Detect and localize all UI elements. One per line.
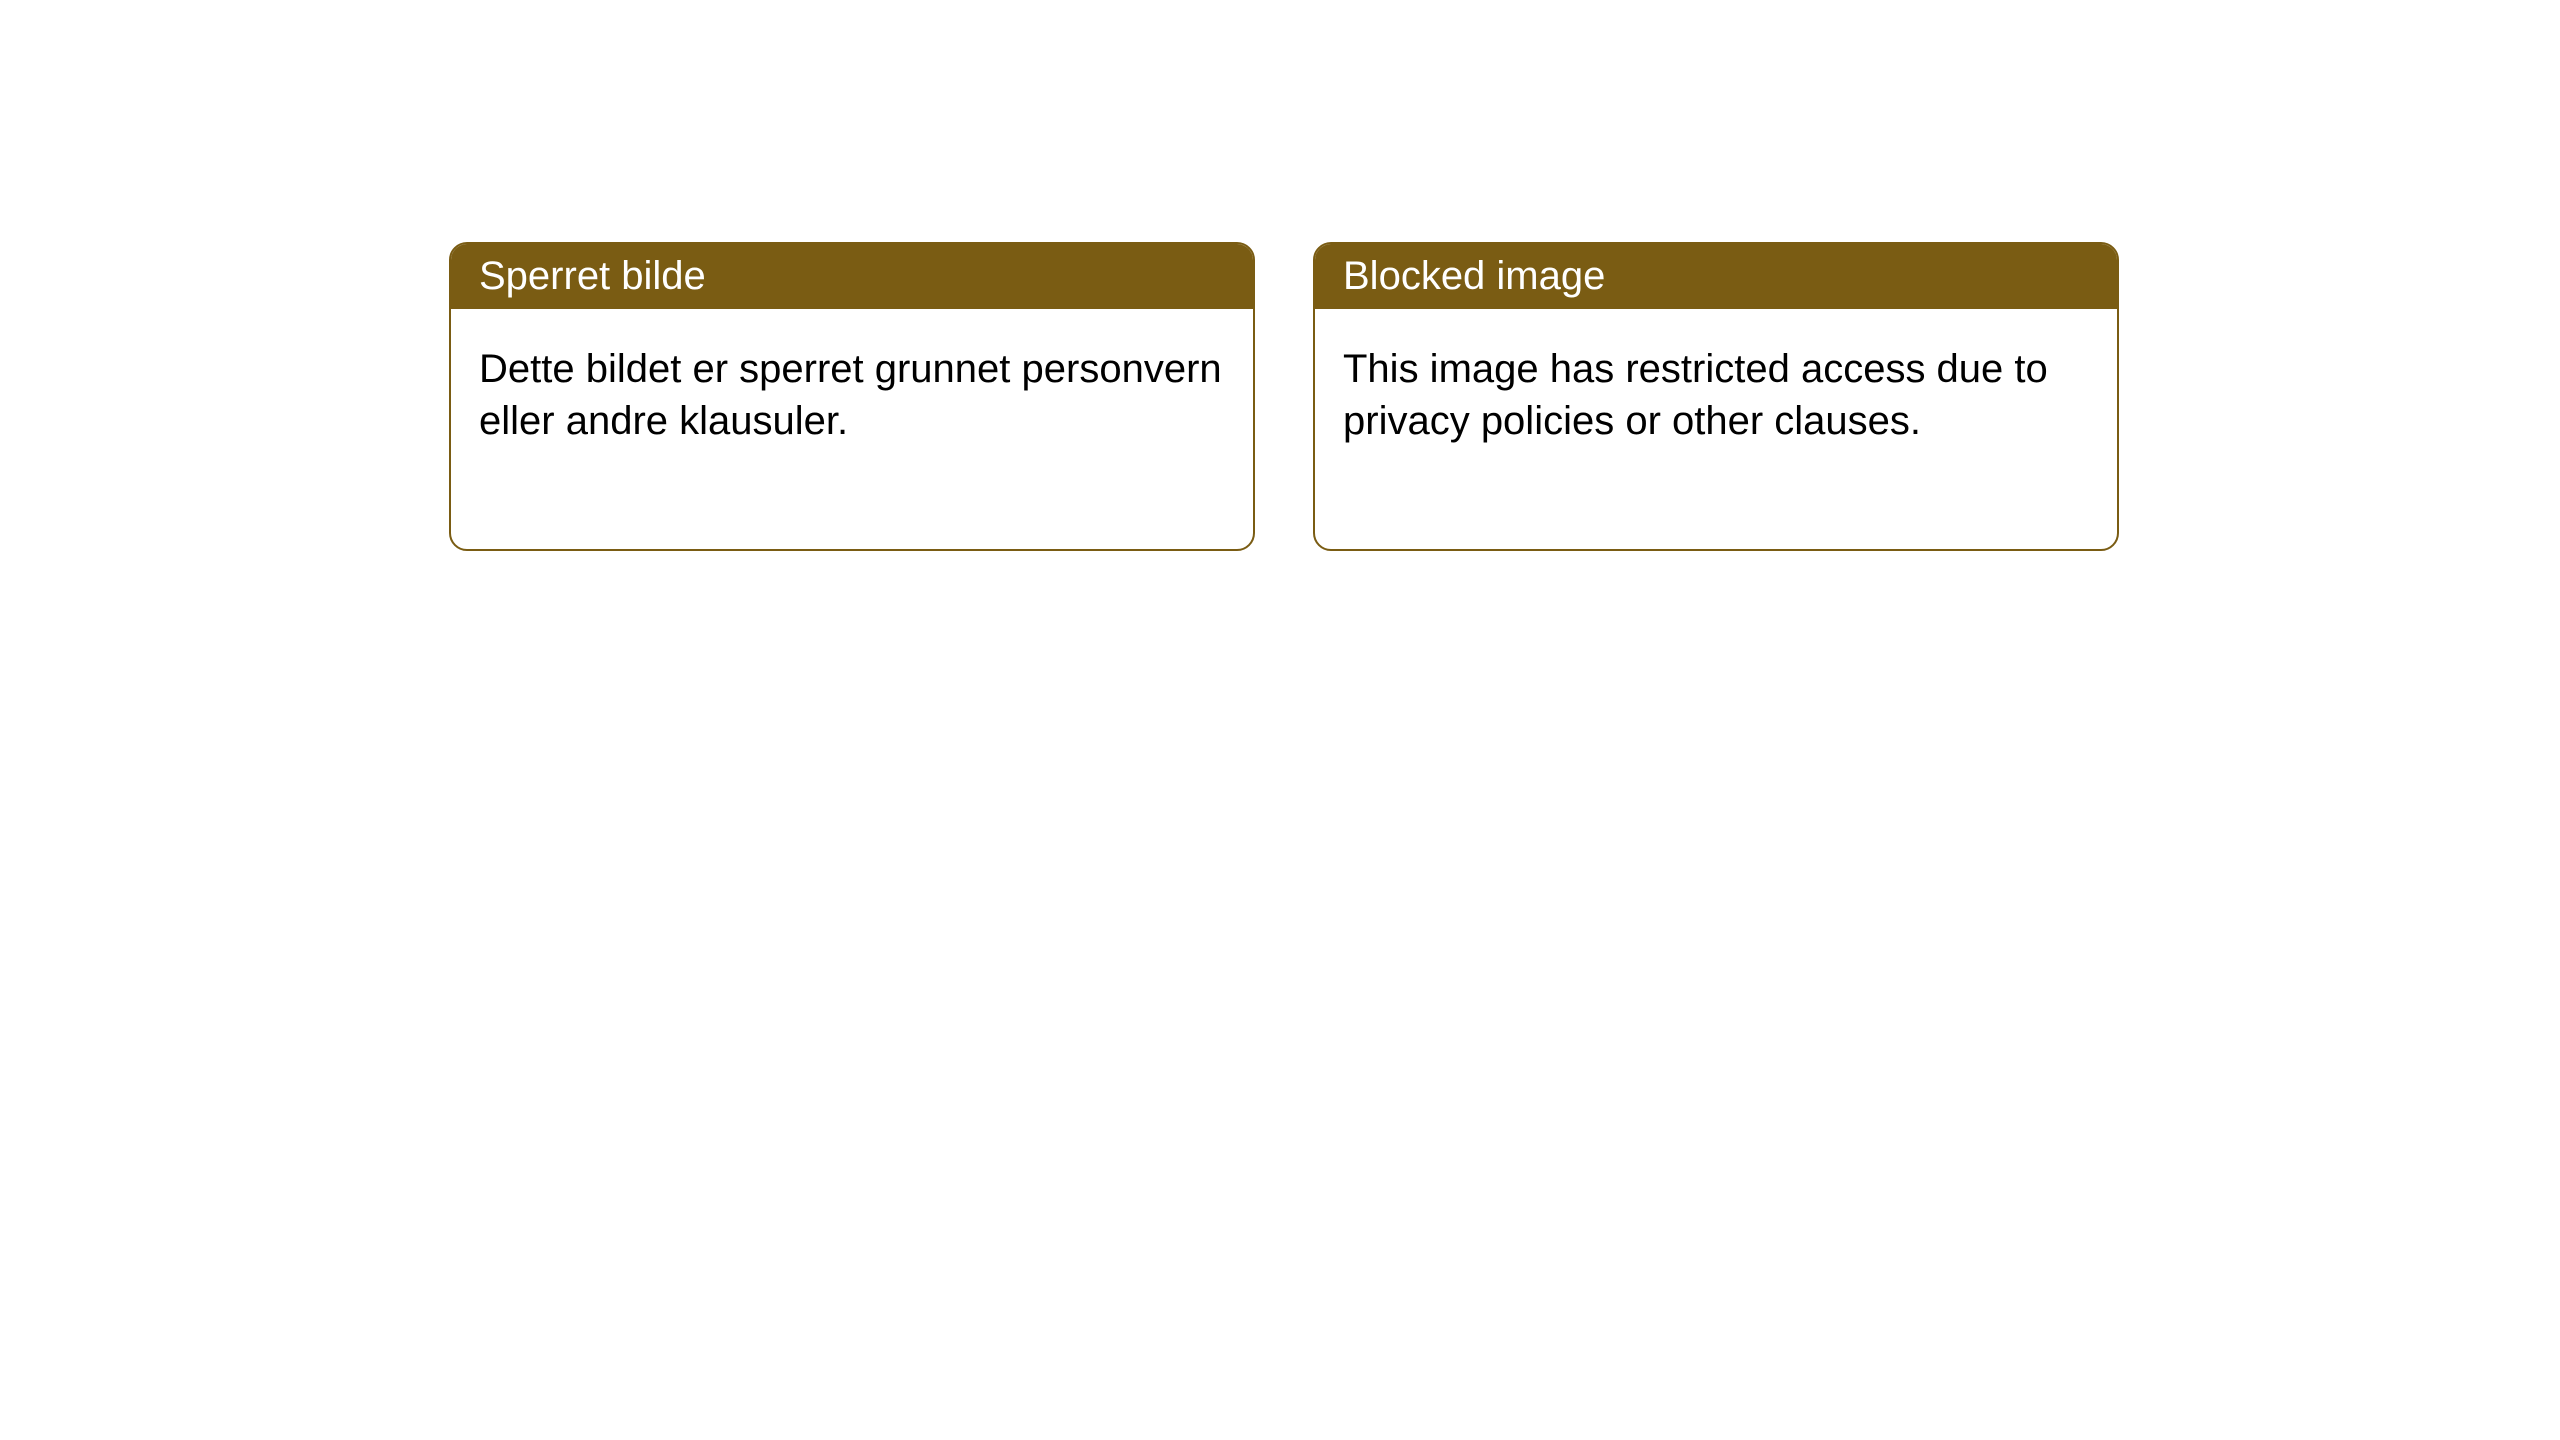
notice-card-english: Blocked image This image has restricted … [1313, 242, 2119, 551]
notice-title-english: Blocked image [1343, 254, 1605, 298]
notice-body-norwegian: Dette bildet er sperret grunnet personve… [451, 309, 1253, 549]
notice-card-norwegian: Sperret bilde Dette bildet er sperret gr… [449, 242, 1255, 551]
notice-container: Sperret bilde Dette bildet er sperret gr… [0, 0, 2560, 551]
notice-header-english: Blocked image [1315, 244, 2117, 309]
notice-body-english: This image has restricted access due to … [1315, 309, 2117, 549]
notice-header-norwegian: Sperret bilde [451, 244, 1253, 309]
notice-text-english: This image has restricted access due to … [1343, 347, 2048, 443]
notice-title-norwegian: Sperret bilde [479, 254, 706, 298]
notice-text-norwegian: Dette bildet er sperret grunnet personve… [479, 347, 1222, 443]
